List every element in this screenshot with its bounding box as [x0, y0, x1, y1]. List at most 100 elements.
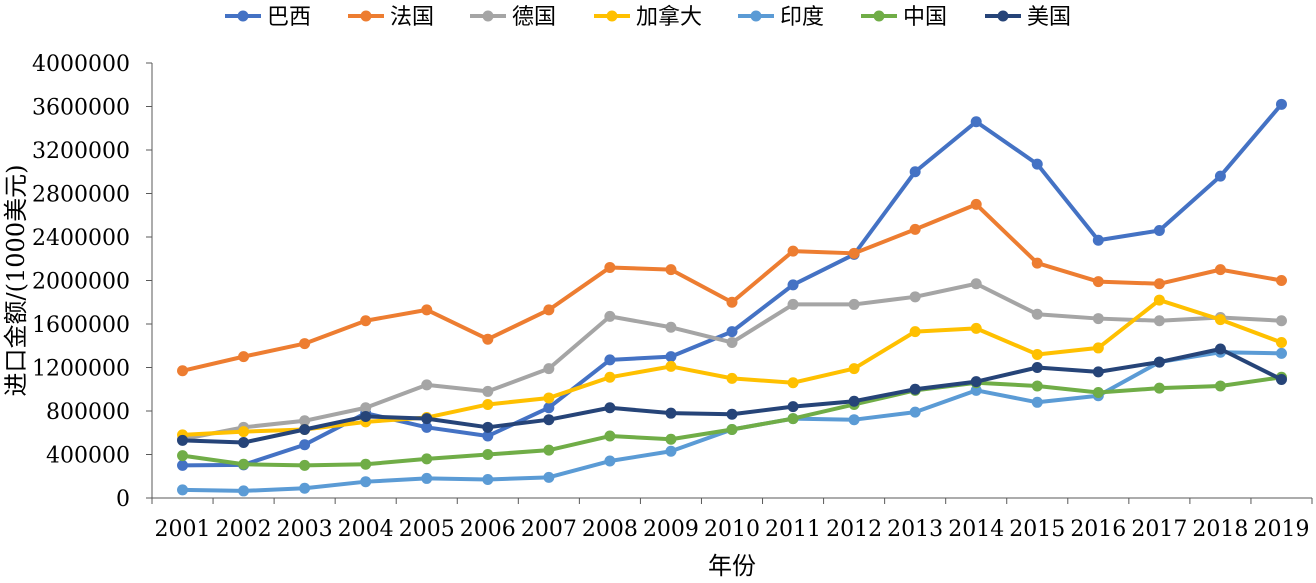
y-tick-label: 3600000 — [32, 96, 130, 121]
series-2 — [177, 198, 1287, 377]
data-point — [421, 453, 433, 465]
data-point — [1092, 366, 1104, 378]
data-point — [787, 279, 799, 291]
data-point — [665, 407, 677, 419]
data-point — [1153, 356, 1165, 368]
data-point — [1092, 313, 1104, 325]
data-point — [1214, 314, 1226, 326]
y-tick-label: 2800000 — [32, 183, 130, 208]
data-point — [543, 414, 555, 426]
x-tick-label: 2012 — [826, 517, 882, 542]
data-point — [604, 430, 616, 442]
y-tick-label: 2400000 — [32, 226, 130, 251]
data-point — [543, 444, 555, 456]
data-point — [787, 298, 799, 310]
data-point — [970, 278, 982, 290]
y-tick-label: 4000000 — [32, 52, 130, 77]
data-point — [482, 398, 494, 410]
data-point — [1214, 343, 1226, 355]
data-point — [848, 363, 860, 375]
data-point — [1031, 380, 1043, 392]
data-point — [787, 377, 799, 389]
legend-marker — [237, 10, 249, 22]
legend-marker — [482, 10, 494, 22]
data-point — [787, 245, 799, 257]
data-point — [360, 402, 372, 414]
x-tick-label: 2014 — [948, 517, 1004, 542]
data-point — [543, 402, 555, 414]
data-point — [665, 433, 677, 445]
data-point — [1031, 257, 1043, 269]
x-axis-title: 年份 — [708, 552, 756, 580]
y-tick-label: 1600000 — [32, 313, 130, 338]
y-tick-label: 400000 — [46, 444, 130, 469]
data-point — [787, 401, 799, 413]
legend-label: 德国 — [512, 5, 556, 30]
data-point — [543, 304, 555, 316]
y-tick-label: 800000 — [46, 400, 130, 425]
data-point — [848, 298, 860, 310]
data-point — [909, 406, 921, 418]
data-point — [177, 365, 189, 377]
data-point — [238, 458, 250, 470]
x-tick-label: 2015 — [1009, 517, 1065, 542]
legend: 巴西 法国 德国 加拿大 印度 中国 美国 — [225, 4, 1071, 30]
x-tick-label: 2010 — [704, 517, 760, 542]
data-point — [970, 384, 982, 396]
legend-item: 法国 — [348, 5, 434, 30]
data-point — [848, 395, 860, 407]
data-point — [787, 413, 799, 425]
x-tick-label: 2019 — [1253, 517, 1309, 542]
data-point — [421, 472, 433, 484]
data-point — [360, 458, 372, 470]
data-point — [421, 413, 433, 425]
data-point — [909, 326, 921, 338]
x-tick-label: 2009 — [643, 517, 699, 542]
data-point — [1153, 224, 1165, 236]
y-tick-label: 2000000 — [32, 270, 130, 295]
x-tick-label: 2001 — [155, 517, 211, 542]
data-point — [1031, 158, 1043, 170]
data-point — [238, 351, 250, 363]
data-point — [299, 415, 311, 427]
x-tick-label: 2006 — [460, 517, 516, 542]
data-point — [482, 385, 494, 397]
data-point — [360, 476, 372, 488]
x-tick-label: 2005 — [399, 517, 455, 542]
data-point — [970, 322, 982, 334]
data-point — [604, 402, 616, 414]
data-point — [299, 439, 311, 451]
data-point — [665, 321, 677, 333]
legend-marker — [997, 10, 1009, 22]
legend-label: 法国 — [390, 5, 434, 30]
data-point — [1153, 315, 1165, 327]
data-point — [848, 247, 860, 259]
data-point — [238, 426, 250, 438]
data-point — [299, 338, 311, 350]
data-point — [665, 445, 677, 457]
data-point — [1031, 308, 1043, 320]
data-point — [360, 315, 372, 327]
data-point — [177, 459, 189, 471]
data-point — [482, 421, 494, 433]
data-point — [726, 372, 738, 384]
data-point — [726, 336, 738, 348]
data-point — [665, 264, 677, 276]
legend-item: 中国 — [861, 5, 947, 30]
x-tick-label: 2003 — [277, 517, 333, 542]
legend-label: 中国 — [903, 5, 947, 30]
x-axis: 2001 2002 2003 2004 2005 2006 2007 2008 2009 2010… — [151, 497, 1313, 542]
data-point — [1153, 382, 1165, 394]
data-point — [1275, 347, 1287, 359]
data-point — [970, 116, 982, 128]
legend-label: 巴西 — [267, 5, 311, 30]
data-point — [909, 291, 921, 303]
x-tick-label: 2017 — [1131, 517, 1187, 542]
data-point — [665, 351, 677, 363]
legend-label: 美国 — [1027, 5, 1071, 30]
data-point — [1275, 336, 1287, 348]
legend-label: 加拿大 — [636, 4, 702, 30]
data-point — [665, 360, 677, 372]
data-point — [1031, 348, 1043, 360]
legend-marker — [873, 10, 885, 22]
